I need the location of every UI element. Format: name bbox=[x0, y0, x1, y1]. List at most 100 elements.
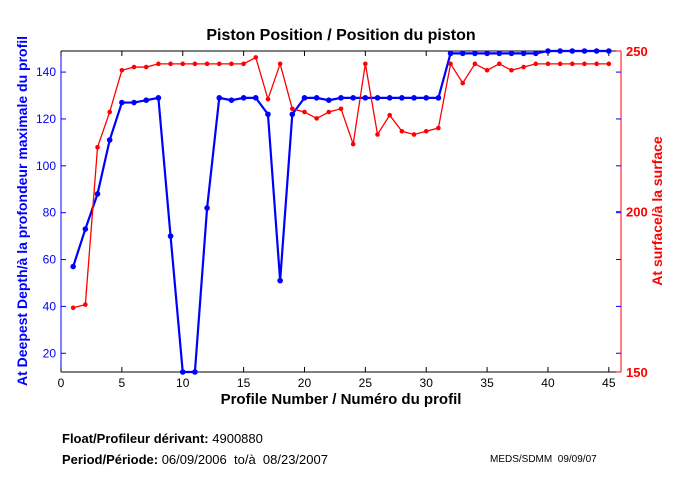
deepest-depth-point bbox=[204, 205, 210, 211]
surface-point bbox=[472, 61, 478, 67]
surface-point bbox=[302, 109, 307, 115]
y-right-tick-label: 150 bbox=[626, 365, 648, 380]
deepest-depth-point bbox=[94, 191, 101, 197]
credit-text: MEDS/SDMM 09/09/07 bbox=[490, 454, 597, 465]
y-left-tick-label: 40 bbox=[43, 299, 57, 313]
surface-point bbox=[594, 61, 599, 67]
deepest-depth-point bbox=[192, 369, 198, 375]
deepest-depth-point bbox=[216, 95, 223, 101]
deepest-depth-point bbox=[472, 50, 478, 57]
surface-point bbox=[387, 112, 392, 118]
x-tick-label: 5 bbox=[119, 376, 126, 390]
x-tick-label: 35 bbox=[480, 376, 494, 390]
surface-point bbox=[423, 128, 429, 134]
surface-point bbox=[460, 80, 466, 86]
deepest-depth-point bbox=[581, 48, 588, 54]
deepest-depth-point bbox=[411, 95, 417, 101]
period-label: Period/Période: bbox=[62, 452, 159, 467]
surface-point bbox=[436, 125, 441, 131]
deepest-depth-point bbox=[119, 99, 125, 106]
surface-point bbox=[70, 305, 76, 311]
surface-point bbox=[606, 61, 612, 67]
y-axis-left-label: At Deepest Depth/à la profondeur maximal… bbox=[14, 36, 30, 386]
surface-point bbox=[521, 64, 526, 70]
deepest-depth-point bbox=[557, 48, 563, 54]
deepest-depth-point bbox=[435, 95, 442, 101]
deepest-depth-point bbox=[484, 50, 490, 57]
deepest-depth-point bbox=[240, 95, 247, 101]
deepest-depth-point bbox=[82, 226, 89, 232]
x-tick-label: 0 bbox=[58, 376, 65, 390]
surface-point bbox=[326, 109, 332, 115]
surface-point bbox=[192, 61, 198, 67]
deepest-depth-point bbox=[131, 99, 137, 106]
x-tick-label: 45 bbox=[602, 376, 616, 390]
surface-point bbox=[363, 61, 368, 67]
surface-point bbox=[411, 132, 417, 137]
deepest-depth-point bbox=[313, 95, 320, 101]
deepest-depth-point bbox=[326, 97, 332, 104]
surface-point bbox=[496, 61, 502, 67]
deepest-depth-point bbox=[569, 48, 576, 54]
surface-point bbox=[143, 64, 149, 70]
deepest-depth-point bbox=[399, 95, 405, 101]
deepest-depth-point bbox=[374, 95, 381, 101]
deepest-depth-point bbox=[362, 95, 369, 101]
float-label: Float/Profileur dérivant: bbox=[62, 431, 209, 446]
y-right-tick-label: 200 bbox=[626, 205, 648, 220]
surface-point bbox=[107, 109, 112, 115]
surface-point bbox=[350, 141, 356, 147]
surface-point bbox=[168, 61, 173, 67]
surface-point bbox=[277, 61, 283, 67]
period-line: Period/Période: 06/09/2006 to/à 08/23/20… bbox=[62, 452, 328, 467]
surface-point bbox=[83, 302, 88, 307]
surface-point bbox=[570, 61, 575, 67]
deepest-depth-point bbox=[338, 95, 344, 101]
deepest-depth-point bbox=[277, 277, 283, 284]
x-tick-label: 15 bbox=[237, 376, 251, 390]
y-right-tick-label: 250 bbox=[626, 44, 648, 59]
y-axis-right-label: At surface/à la surface bbox=[649, 136, 665, 286]
deepest-depth-point bbox=[155, 95, 162, 101]
deepest-depth-point bbox=[386, 95, 393, 101]
deepest-depth-point bbox=[520, 50, 527, 57]
surface-point bbox=[131, 64, 137, 70]
x-tick-label: 30 bbox=[420, 376, 434, 390]
chart-title: Piston Position / Position du piston bbox=[206, 27, 475, 44]
deepest-depth-point bbox=[167, 233, 174, 239]
deepest-depth-point bbox=[508, 50, 515, 57]
deepest-depth-point bbox=[143, 97, 150, 104]
surface-point bbox=[229, 61, 234, 67]
surface-point bbox=[253, 55, 259, 60]
deepest-depth-point bbox=[301, 95, 308, 101]
surface-point bbox=[545, 61, 551, 67]
x-tick-label: 25 bbox=[359, 376, 373, 390]
surface-point bbox=[119, 67, 125, 73]
surface-point bbox=[582, 61, 587, 67]
surface-point bbox=[448, 61, 453, 67]
surface-point bbox=[533, 61, 539, 67]
y-left-tick-label: 120 bbox=[36, 112, 56, 126]
deepest-depth-point bbox=[350, 95, 356, 101]
deepest-depth-point bbox=[606, 48, 612, 54]
surface-point bbox=[314, 116, 319, 121]
y-left-tick-label: 100 bbox=[36, 159, 56, 173]
deepest-depth-point bbox=[265, 111, 271, 118]
y-left-tick-label: 140 bbox=[36, 65, 56, 79]
y-left-tick-label: 60 bbox=[43, 253, 57, 267]
surface-line bbox=[73, 56, 609, 309]
x-tick-label: 20 bbox=[298, 376, 312, 390]
surface-point bbox=[557, 61, 563, 67]
deepest-depth-point bbox=[289, 111, 296, 118]
deepest-depth-point bbox=[423, 95, 430, 101]
period-value: 06/09/2006 to/à 08/23/2007 bbox=[161, 452, 328, 467]
surface-point bbox=[204, 61, 210, 67]
deepest-depth-point bbox=[179, 369, 186, 375]
surface-point bbox=[216, 61, 222, 67]
x-tick-label: 10 bbox=[176, 376, 190, 390]
deepest-depth-point bbox=[70, 263, 76, 270]
surface-point bbox=[156, 61, 161, 67]
deepest-depth-point bbox=[593, 48, 600, 54]
float-id-line: Float/Profileur dérivant: 4900880 bbox=[62, 431, 263, 446]
